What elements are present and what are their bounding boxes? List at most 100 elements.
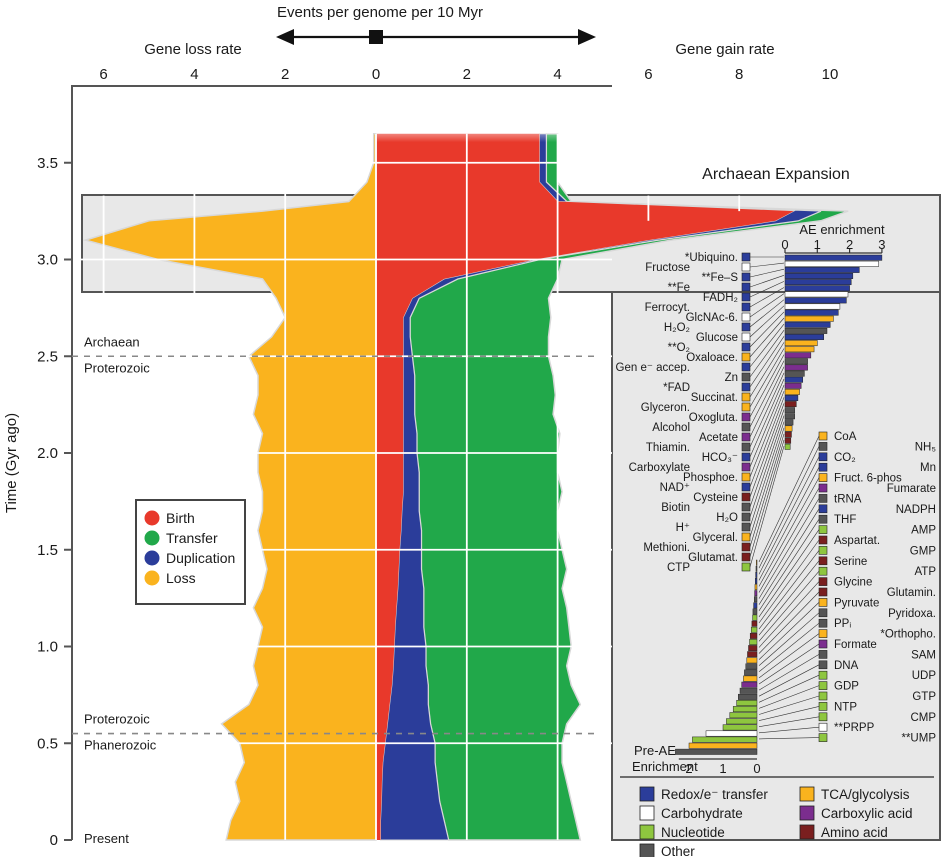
areas (82, 120, 849, 841)
pre-bar (675, 748, 758, 755)
ae-bar (784, 334, 825, 340)
label-leader (749, 342, 785, 398)
inset-right-label: UDP (912, 670, 937, 682)
label-leader (758, 706, 820, 721)
label-leader (758, 519, 820, 611)
inset-right-label: NH₅ (915, 441, 937, 453)
category-label: Redox/e⁻ transfer (661, 787, 768, 802)
category-swatch (639, 843, 655, 857)
label-leader (749, 366, 785, 438)
label-swatch (818, 702, 828, 711)
inset-title: Archaean Expansion (702, 166, 850, 183)
inset-left-label: Carboxylate (629, 462, 690, 474)
y-axis-label: Time (Gyr ago) (3, 413, 20, 513)
inset-right-label: ATP (914, 566, 936, 578)
inset-left-label: Thiamin. (646, 442, 690, 454)
category-label: Other (661, 844, 695, 857)
loss-tick-label: 6 (99, 66, 107, 83)
ae-bar (784, 370, 805, 377)
present-label: Present (84, 831, 129, 846)
label-swatch (818, 712, 828, 722)
label-swatch (818, 566, 828, 576)
pre-bar (753, 602, 758, 609)
label-swatch (818, 670, 828, 680)
label-swatch (741, 262, 751, 272)
label-swatch (741, 352, 751, 362)
gain-rate-label: Gene gain rate (675, 41, 774, 58)
pre-bar (750, 626, 758, 633)
inset-left-label: *Ubiquino. (685, 252, 738, 264)
label-leader (749, 317, 785, 358)
ae-bar (784, 291, 849, 298)
label-swatch (818, 598, 828, 607)
label-leader (749, 439, 785, 558)
inset-left-label: *FAD (663, 382, 690, 394)
label-leader (758, 467, 820, 581)
ae-bar (784, 273, 854, 279)
ae-axis-title: AE enrichment (799, 222, 885, 237)
label-swatch (741, 382, 751, 392)
inset-right-label: Pyruvate (834, 597, 879, 609)
pre-axis-title-1: Pre-AE (634, 743, 676, 758)
ae-bar (784, 395, 799, 401)
label-swatch (818, 556, 828, 566)
label-leader (758, 456, 820, 575)
label-swatch (818, 546, 828, 555)
inset-right-label: DNA (834, 660, 859, 672)
label-leader (749, 299, 785, 328)
pre-bar (747, 651, 758, 658)
eon-lower-label: Proterozoic (84, 360, 150, 375)
inset-right-label: Glutamin. (887, 587, 936, 599)
inset-right-label: PPᵢ (834, 618, 851, 630)
label-swatch (741, 512, 751, 522)
loss-tick-label: 4 (190, 66, 198, 83)
y-tick-label: 1.5 (37, 542, 58, 559)
label-leader (749, 409, 785, 508)
inset-right-label: **UMP (901, 733, 936, 745)
legend-swatch (144, 550, 160, 566)
inset-left-label: Alcohol (652, 422, 690, 434)
y-tick-label: 0.5 (37, 735, 58, 752)
ae-bar (784, 327, 828, 334)
label-leader (749, 323, 785, 368)
label-swatch (818, 618, 828, 628)
inset-right-label: Formate (834, 639, 877, 651)
legend-swatch (144, 510, 160, 526)
label-leader (749, 268, 785, 278)
ae-bar (784, 388, 800, 395)
label-swatch (818, 733, 828, 742)
pre-tick-label: 0 (753, 761, 760, 776)
inset-left-label: Oxaloace. (686, 352, 738, 364)
label-swatch (818, 442, 828, 451)
label-leader (758, 716, 820, 727)
inset-left-label: CTP (667, 562, 690, 574)
inset-left-label: H₂O (716, 512, 738, 524)
label-swatch (741, 422, 751, 432)
label-swatch (818, 608, 828, 618)
category-swatch (799, 786, 815, 802)
right-arrow-head (578, 29, 596, 45)
label-leader (749, 348, 785, 408)
label-leader (749, 403, 785, 498)
ae-bar (784, 340, 818, 347)
label-swatch (818, 452, 828, 462)
label-leader (758, 695, 820, 715)
legend-label: Loss (166, 570, 196, 586)
ae-bar (784, 382, 802, 389)
legend-swatch (144, 570, 160, 586)
main-legend: Birth Transfer Duplication Loss (135, 499, 246, 605)
label-leader (749, 336, 785, 388)
label-leader (758, 560, 820, 636)
label-swatch (741, 282, 751, 292)
label-leader (749, 421, 785, 528)
label-leader (758, 654, 820, 691)
inset-right-label: NADPH (896, 504, 936, 516)
label-swatch (741, 462, 751, 472)
label-leader (758, 622, 820, 673)
pre-bar (705, 730, 758, 737)
inset-left-label: Cysteine (693, 492, 738, 504)
label-leader (758, 591, 820, 654)
pre-bar (754, 584, 758, 591)
category-swatch (799, 824, 815, 840)
